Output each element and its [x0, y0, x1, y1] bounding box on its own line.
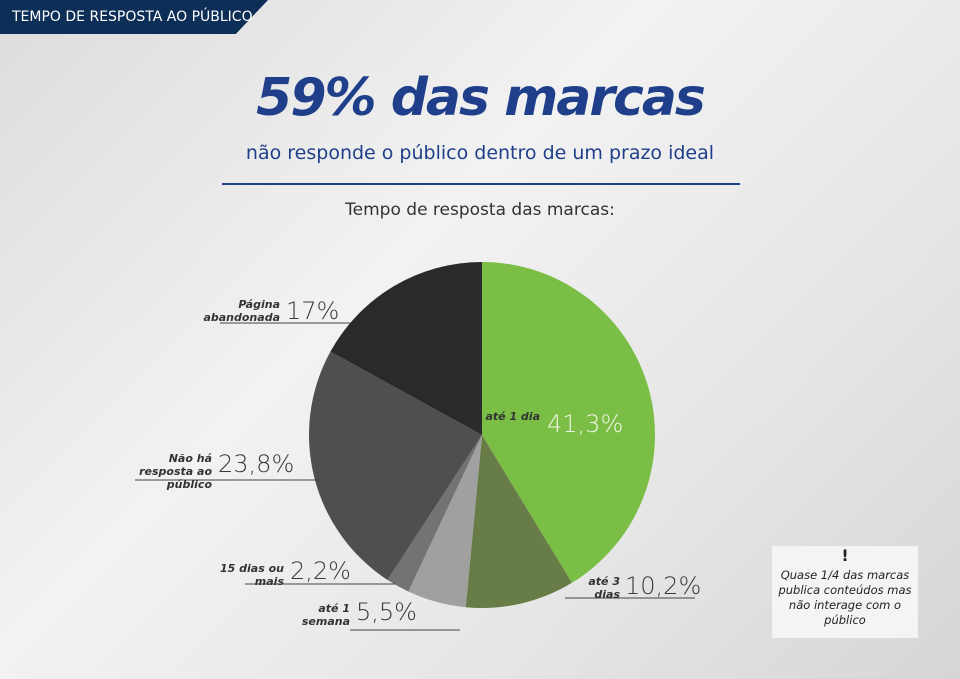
chart-title: Tempo de resposta das marcas: [345, 200, 615, 220]
slice-value: 10,2% [625, 572, 702, 600]
slice-value: 23,8% [218, 450, 295, 478]
pie-slice [330, 262, 482, 435]
pie-slice [482, 262, 655, 583]
header-tag [0, 0, 268, 34]
main-title: 59% das marcas [256, 68, 706, 128]
slice-label: até 1 semana [301, 602, 350, 628]
slice-value: 41,3% [547, 410, 624, 438]
divider [222, 183, 740, 185]
callout-mark: ! [841, 546, 849, 565]
pie-slice [387, 435, 482, 592]
slice-label: até 3 dias [588, 575, 620, 601]
callout-text: Quase 1/4 das marcas publica conteúdos m… [778, 568, 912, 627]
pie-slice [465, 435, 572, 609]
slice-label: Não há resposta ao público [139, 452, 212, 491]
callout-box [772, 546, 918, 638]
slice-value: 17% [286, 297, 340, 325]
slice-label: 15 dias ou mais [220, 562, 284, 588]
slice-label: Página abandonada [203, 298, 280, 324]
header-tag-text: TEMPO DE RESPOSTA AO PÚBLICO [12, 9, 253, 25]
slice-value: 5,5% [356, 598, 417, 626]
pie-slice [408, 435, 482, 608]
subtitle: não responde o público dentro de um praz… [245, 142, 715, 164]
slice-value: 2,2% [290, 557, 351, 585]
pie-slice [309, 351, 482, 580]
slice-label: até 1 dia [485, 410, 540, 423]
